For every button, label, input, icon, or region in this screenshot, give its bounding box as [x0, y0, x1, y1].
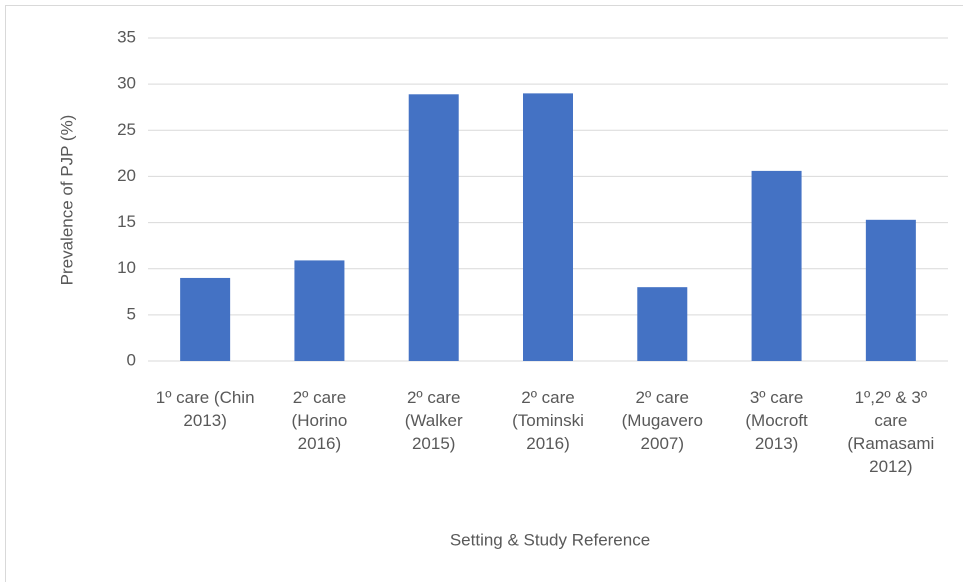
- x-tick-label: 3º care (Mocroft 2013): [745, 388, 808, 453]
- bar: [408, 94, 459, 362]
- bar: [751, 170, 802, 361]
- bar: [294, 260, 345, 361]
- y-tick-label: 0: [127, 350, 136, 369]
- y-tick-label: 20: [117, 166, 136, 185]
- x-tick-label: 2º care (Tominski 2016): [512, 388, 584, 453]
- x-tick-label: 1º care (Chin 2013): [156, 388, 255, 430]
- y-tick-label: 30: [117, 74, 136, 93]
- x-tick-label: 2º care (Mugavero 2007): [622, 388, 703, 453]
- y-tick-label: 35: [117, 27, 136, 46]
- y-tick-label: 10: [117, 258, 136, 277]
- y-tick-label: 25: [117, 120, 136, 139]
- bar: [637, 287, 688, 361]
- x-tick-label: 1º,2º & 3º care (Ramasami 2012): [847, 388, 934, 476]
- y-tick-label: 15: [117, 212, 136, 231]
- y-tick-label: 5: [127, 304, 136, 323]
- bar: [523, 93, 573, 361]
- bar: [865, 219, 916, 361]
- bar: [180, 277, 231, 361]
- x-tick-label: 2º care (Horino 2016): [292, 388, 348, 453]
- x-tick-label: 2º care (Walker 2015): [405, 388, 463, 453]
- chart-frame: [5, 5, 963, 582]
- x-axis-title: Setting & Study Reference: [450, 530, 650, 549]
- y-axis-title: Prevalence of PJP (%): [57, 115, 76, 286]
